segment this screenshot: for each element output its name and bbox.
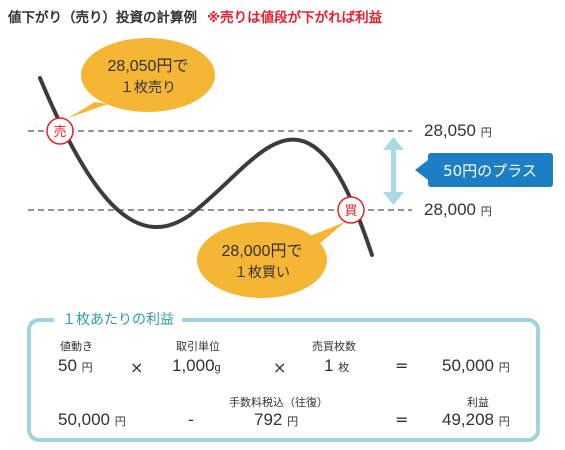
equals-operator-1: =	[395, 356, 409, 375]
equals-operator-2: =	[395, 410, 409, 429]
sell-marker: 売	[46, 117, 74, 145]
sell-bubble: 28,050円で １枚売り	[68, 38, 215, 118]
gross-amount-value: 50,000 円	[58, 410, 126, 429]
fee-value: 792 円	[254, 410, 299, 429]
trade-count-value: 1 枚	[324, 356, 350, 375]
buy-marker-label: 買	[344, 204, 357, 219]
sell-bubble-line1: 28,050円で	[108, 58, 189, 75]
profit-card	[27, 318, 540, 442]
profit-card-title: １枚あたりの利益	[54, 309, 182, 329]
minus-operator: -	[188, 410, 194, 429]
buy-bubble-line2: １枚買い	[234, 265, 290, 281]
gain-label: 50円のプラス	[443, 162, 537, 180]
page-title: 値下がり（売り）投資の計算例 ※売りは値段が下がれば利益	[8, 6, 382, 26]
price-curve	[38, 76, 374, 257]
title-main: 値下がり（売り）投資の計算例	[8, 10, 197, 26]
trade-unit-value: 1,000g	[172, 356, 221, 375]
buy-bubble-line1: 28,000円で	[222, 243, 303, 260]
buy-bubble: 28,000円で １枚買い	[197, 222, 345, 298]
lower-price-unit: 円	[480, 206, 492, 218]
trade-count-label: 売買枚数	[312, 340, 356, 353]
trade-unit-label: 取引単位	[176, 340, 220, 353]
multiply-operator-2: ×	[273, 358, 287, 377]
sell-marker-label: 売	[53, 124, 66, 140]
gross-result-value: 50,000 円	[442, 356, 510, 375]
sell-bubble-line2: １枚売り	[120, 80, 176, 96]
price-chart: 28,050円で １枚売り 28,000円で １枚買い 売 買 50円のプラス	[28, 38, 553, 298]
profit-value: 49,208 円	[442, 410, 510, 429]
lower-price-value: 28,000	[424, 200, 476, 219]
fee-label: 手数料税込（往復）	[229, 396, 328, 409]
multiply-operator-1: ×	[130, 358, 144, 377]
upper-price-value: 28,050	[424, 121, 476, 140]
price-move-label: 値動き	[60, 340, 93, 353]
upper-price: 28,050 円	[424, 121, 492, 141]
profit-label: 利益	[467, 396, 489, 409]
buy-marker: 買	[337, 196, 365, 224]
gain-badge: 50円のプラス	[415, 153, 553, 187]
lower-price: 28,000 円	[424, 200, 492, 220]
upper-price-unit: 円	[480, 127, 492, 139]
price-move-value: 50 円	[58, 356, 93, 375]
double-arrow-icon	[383, 137, 404, 205]
title-note: ※売りは値段が下がれば利益	[207, 10, 383, 26]
